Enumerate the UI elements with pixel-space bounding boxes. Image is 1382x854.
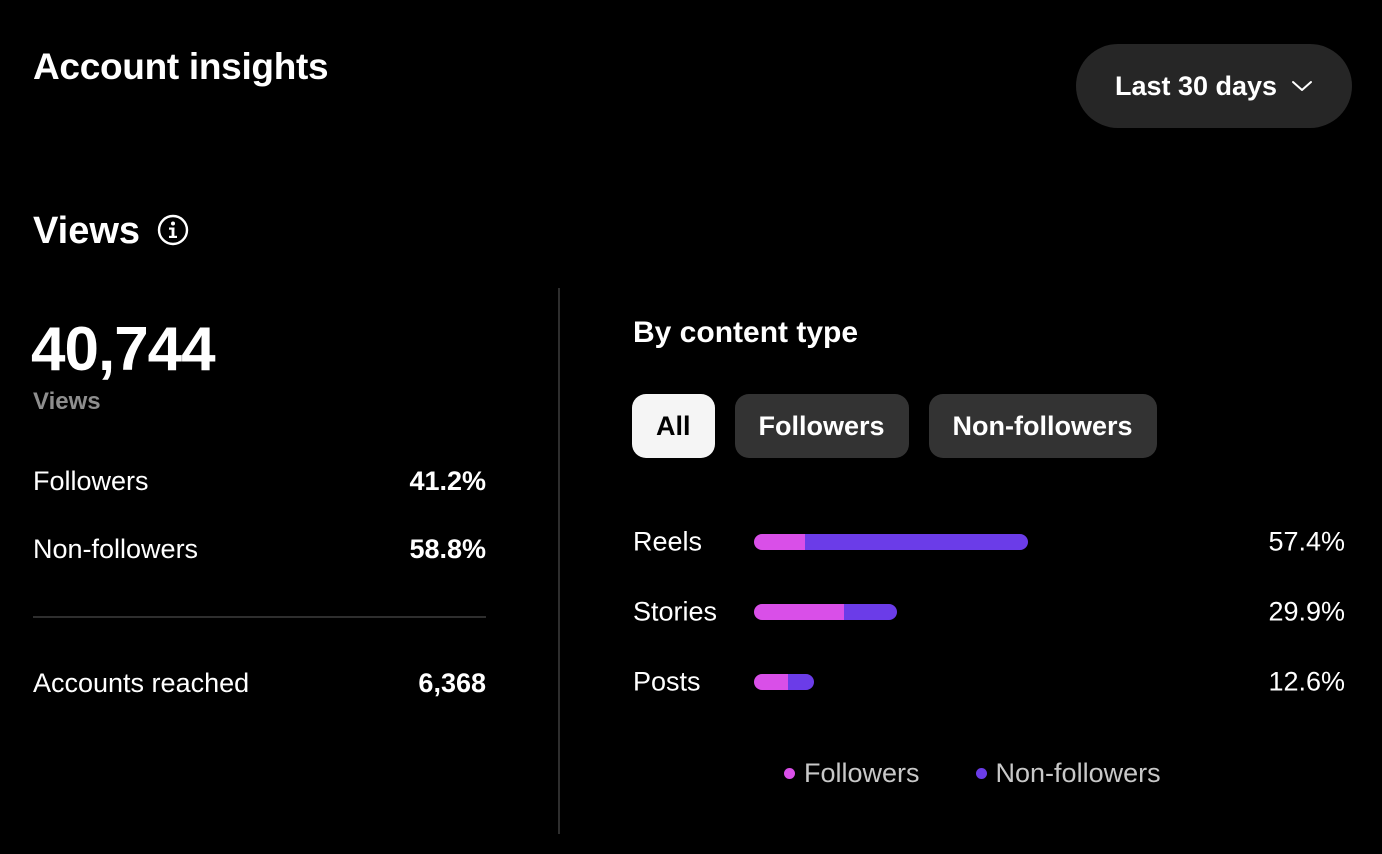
bar-value-reels: 57.4% — [1268, 526, 1345, 557]
followers-stat-value: 41.2% — [409, 466, 486, 496]
bar-row-stories: Stories 29.9% — [633, 592, 1345, 632]
views-title: Views — [33, 210, 141, 252]
bar-label-posts: Posts — [633, 666, 701, 697]
views-heading: Views — [33, 210, 189, 253]
chevron-down-icon — [1292, 81, 1313, 91]
date-range-dropdown[interactable]: Last 30 days — [1076, 44, 1352, 128]
accounts-reached-row: Accounts reached 6,368 — [33, 668, 486, 699]
bar-row-reels: Reels 57.4% — [633, 522, 1345, 562]
bar-row-posts: Posts 12.6% — [633, 662, 1345, 702]
filter-chip-all[interactable]: All — [632, 394, 715, 458]
bar-value-stories: 29.9% — [1268, 596, 1345, 627]
nonfollowers-stat-row: Non-followers 58.8% — [33, 534, 486, 565]
nonfollowers-stat-label: Non-followers — [33, 534, 199, 564]
chart-legend: Followers Non-followers — [784, 758, 1161, 789]
bar-segment-nonfollowers-reels — [805, 534, 1028, 550]
legend-item-nonfollowers: Non-followers — [975, 758, 1161, 789]
info-icon[interactable] — [157, 214, 189, 246]
vertical-divider — [558, 288, 560, 834]
accounts-reached-value: 6,368 — [418, 668, 486, 698]
date-range-label: Last 30 days — [1114, 70, 1278, 101]
nonfollowers-stat-value: 58.8% — [409, 534, 486, 564]
views-total-label: Views — [33, 388, 101, 415]
views-total: 40,744 — [31, 315, 216, 384]
bar-segment-nonfollowers-posts — [788, 674, 815, 690]
legend-item-followers: Followers — [784, 758, 920, 789]
bar-label-stories: Stories — [633, 596, 718, 627]
filter-chip-followers[interactable]: Followers — [734, 394, 909, 458]
bar-segment-nonfollowers-stories — [844, 604, 897, 620]
filter-chip-nonfollowers[interactable]: Non-followers — [928, 394, 1157, 458]
legend-dot-nonfollowers — [975, 768, 987, 779]
content-type-title: By content type — [633, 316, 859, 349]
bar-value-posts: 12.6% — [1268, 666, 1345, 697]
accounts-reached-label: Accounts reached — [33, 668, 250, 698]
filter-chips: All Followers Non-followers — [632, 394, 1157, 458]
bar-reels — [754, 534, 1028, 550]
legend-dot-followers — [784, 768, 795, 779]
followers-stat-label: Followers — [33, 466, 149, 496]
legend-label-followers: Followers — [804, 758, 920, 788]
bar-segment-followers-reels — [754, 534, 806, 550]
bar-segment-followers-stories — [754, 604, 845, 620]
legend-label-nonfollowers: Non-followers — [995, 758, 1161, 788]
page-title: Account insights — [33, 46, 329, 87]
bar-label-reels: Reels — [633, 526, 703, 557]
bar-stories — [754, 604, 897, 620]
bar-segment-followers-posts — [754, 674, 789, 690]
divider — [33, 616, 486, 618]
bar-posts — [754, 674, 815, 690]
followers-stat-row: Followers 41.2% — [33, 466, 486, 497]
